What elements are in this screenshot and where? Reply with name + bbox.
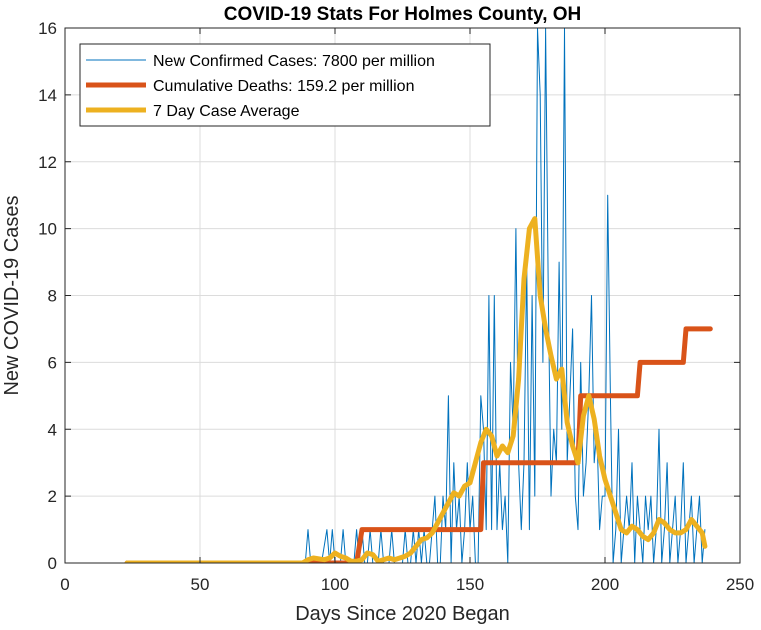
y-tick-label: 8 — [48, 287, 57, 306]
x-tick-label: 200 — [591, 575, 619, 594]
y-tick-label: 4 — [48, 420, 57, 439]
y-tick-label: 14 — [38, 86, 57, 105]
series-7-day-average-line — [124, 216, 708, 563]
y-axis-label: New COVID-19 Cases — [1, 195, 23, 395]
y-tick-label: 10 — [38, 220, 57, 239]
y-tick-label: 0 — [48, 554, 57, 573]
series-layer — [124, 28, 713, 563]
x-tick-label: 250 — [726, 575, 754, 594]
x-tick-label: 100 — [321, 575, 349, 594]
legend-label-new-cases: New Confirmed Cases: 7800 per million — [153, 53, 435, 70]
legend-label-7-day-average: 7 Day Case Average — [153, 103, 300, 120]
y-tick-label: 16 — [38, 19, 57, 38]
x-axis-label: Days Since 2020 Began — [295, 603, 510, 625]
chart-title: COVID-19 Stats For Holmes County, OH — [224, 4, 582, 25]
x-tick-label: 50 — [191, 575, 210, 594]
y-tick-label: 12 — [38, 153, 57, 172]
legend-box — [79, 43, 491, 127]
x-tick-label: 150 — [456, 575, 484, 594]
y-tick-label: 2 — [48, 487, 57, 506]
legend: New Confirmed Cases: 7800 per million Cu… — [79, 43, 491, 127]
x-tick-label: 0 — [60, 575, 69, 594]
y-tick-label: 6 — [48, 353, 57, 372]
legend-label-cumulative-deaths: Cumulative Deaths: 159.2 per million — [153, 78, 414, 95]
tick-labels: 0 50 100 150 200 250 0 2 4 6 8 10 12 14 16 — [38, 19, 754, 594]
